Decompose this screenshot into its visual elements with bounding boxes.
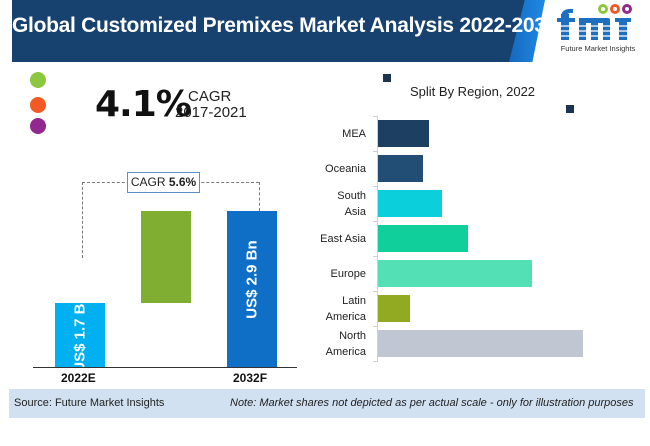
region-label-line: South [337, 189, 366, 202]
region-label-line: North [339, 329, 366, 342]
bar-value-label-2032F: US$ 2.9 Bn [243, 240, 261, 319]
region-label-line: MEA [342, 127, 366, 140]
region-label: Oceania [325, 161, 366, 177]
fmi-logo-icon [555, 4, 633, 40]
region-label-line: America [325, 345, 366, 358]
region-bar-oceania [378, 155, 423, 182]
region-label-line: Europe [330, 267, 366, 280]
region-label-line: Asia [344, 205, 366, 218]
decorative-square-icon [383, 74, 391, 82]
y-axis-tick [373, 291, 378, 292]
bar-2022E [55, 302, 105, 367]
cagr-forecast-value: 5.6% [168, 175, 197, 189]
region-label-line: East Asia [320, 232, 366, 245]
cagr-forecast-badge: CAGR 5.6% [127, 172, 200, 193]
historic-cagr-period: 2017-2021 [175, 104, 247, 121]
fmi-logo: Future Market Insights [553, 2, 643, 58]
decorative-square-icon [566, 105, 574, 113]
region-label: North America [326, 328, 366, 360]
growth-block [141, 211, 191, 303]
cagr-connector-left [82, 182, 83, 258]
cagr-forecast-label: CAGR [130, 175, 166, 189]
y-axis-tick [373, 116, 378, 117]
orange-dot-icon [30, 97, 46, 113]
region-label-line: America [325, 310, 366, 323]
region-label-line: Latin [342, 294, 366, 307]
source-note: Source: Future Market Insights [14, 397, 165, 409]
x-axis-baseline [33, 367, 297, 368]
region-bar-europe [378, 260, 532, 287]
region-label: Latin America [326, 293, 366, 325]
historic-cagr-label: CAGR [188, 88, 232, 105]
green-dot-icon [30, 72, 46, 88]
y-axis-tick [373, 221, 378, 222]
y-axis-tick [373, 256, 378, 257]
region-bar-south-asia [378, 190, 442, 217]
y-axis-tick [373, 151, 378, 152]
region-bar-east-asia [378, 225, 468, 252]
region-label: South Asia [337, 188, 366, 220]
region-chart-title: Split By Region, 2022 [410, 84, 536, 99]
region-label: MEA [342, 126, 366, 142]
y-axis-tick [373, 186, 378, 187]
y-axis-line [377, 116, 378, 362]
cagr-connector-right [259, 182, 260, 211]
region-label: East Asia [320, 231, 366, 247]
region-label: Europe [331, 266, 366, 282]
page-title: Global Customized Premixes Market Analys… [12, 14, 558, 37]
y-axis-tick [373, 361, 378, 362]
x-label-2032F: 2032F [233, 371, 268, 385]
y-axis-tick [373, 326, 378, 327]
header-banner [12, 0, 537, 62]
region-bar-latin-america [378, 295, 410, 322]
region-label-line: Oceania [325, 162, 366, 175]
x-label-2022E: 2022E [61, 371, 96, 385]
footer-band [9, 389, 645, 418]
logo-caption: Future Market Insights [560, 44, 636, 53]
disclaimer-note: Note: Market shares not depicted as per … [230, 397, 634, 409]
purple-dot-icon [30, 118, 46, 134]
region-bar-north-america [378, 330, 583, 357]
bar-2032F [227, 211, 277, 367]
historic-cagr-value: 4.1% [95, 84, 192, 125]
region-bar-mea [378, 120, 429, 147]
